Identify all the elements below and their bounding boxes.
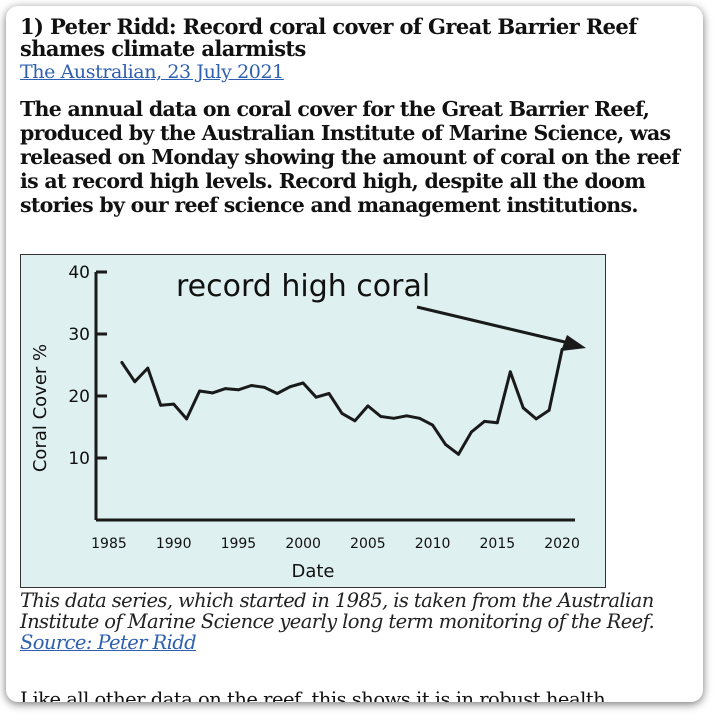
data-point bbox=[211, 391, 214, 395]
data-point bbox=[224, 387, 227, 390]
data-points bbox=[120, 348, 564, 456]
x-tick-label: 1985 bbox=[91, 536, 127, 552]
article-body: 1) Peter Ridd: Record coral cover of Gre… bbox=[20, 14, 692, 702]
arrow-head-icon bbox=[561, 335, 586, 351]
data-point bbox=[457, 452, 460, 456]
data-point bbox=[444, 443, 447, 446]
lead-paragraph: The annual data on coral cover for the G… bbox=[20, 97, 680, 217]
data-point bbox=[340, 412, 344, 415]
chart-svg: 10 20 30 40 1985 1990 1995 2000 2005 2010 2015 202… bbox=[30, 263, 586, 582]
data-point bbox=[198, 389, 202, 393]
data-point bbox=[521, 406, 525, 410]
data-point bbox=[418, 416, 421, 420]
y-tick-label: 10 bbox=[68, 449, 90, 469]
data-point bbox=[508, 370, 512, 374]
data-point bbox=[431, 423, 434, 427]
article-title: 1) Peter Ridd: Record coral cover of Gre… bbox=[20, 14, 637, 61]
y-ticks: 10 20 30 40 bbox=[68, 263, 107, 469]
x-axis-label: Date bbox=[291, 561, 334, 582]
data-point bbox=[159, 403, 163, 407]
y-tick-label: 30 bbox=[68, 325, 90, 345]
article-card: 1) Peter Ridd: Record coral cover of Gre… bbox=[6, 6, 703, 702]
x-tick-label: 2000 bbox=[285, 536, 321, 552]
chart-annotation: record high coral bbox=[176, 269, 430, 304]
data-point bbox=[288, 385, 292, 389]
data-point bbox=[366, 404, 370, 408]
y-tick-label: 40 bbox=[68, 263, 90, 283]
coral-cover-chart: 10 20 30 40 1985 1990 1995 2000 2005 2010 2015 202… bbox=[20, 254, 606, 588]
y-tick-label: 20 bbox=[68, 387, 90, 407]
data-point bbox=[120, 361, 124, 364]
data-point bbox=[547, 408, 551, 412]
data-point bbox=[237, 388, 240, 392]
data-point bbox=[250, 384, 253, 387]
data-point bbox=[379, 415, 383, 418]
caption-source-link[interactable]: Source: Peter Ridd bbox=[20, 631, 197, 654]
x-tick-label: 1995 bbox=[221, 536, 257, 552]
data-point bbox=[301, 381, 305, 385]
data-point bbox=[483, 420, 486, 423]
source-link[interactable]: The Australian, 23 July 2021 bbox=[20, 61, 284, 83]
caption-text: This data series, which started in 1985,… bbox=[20, 589, 655, 633]
x-tick-label: 2015 bbox=[480, 536, 516, 552]
data-point bbox=[262, 385, 266, 389]
data-point bbox=[353, 419, 357, 423]
x-tick-label: 2020 bbox=[544, 536, 580, 552]
annotation-arrow bbox=[416, 305, 570, 345]
x-ticks: 1985 1990 1995 2000 2005 2010 2015 2020 bbox=[91, 536, 580, 552]
data-point bbox=[470, 430, 473, 434]
data-point bbox=[275, 392, 279, 395]
data-point bbox=[392, 416, 396, 420]
coral-cover-line bbox=[120, 348, 564, 456]
closing-paragraph: Like all other data on the reef, this sh… bbox=[20, 688, 611, 703]
y-axis-label: Coral Cover % bbox=[30, 344, 51, 472]
x-tick-label: 1990 bbox=[156, 536, 192, 552]
x-tick-label: 2010 bbox=[415, 536, 451, 552]
data-point bbox=[495, 421, 499, 425]
data-point bbox=[133, 380, 137, 384]
data-point bbox=[534, 417, 538, 421]
data-point bbox=[146, 366, 150, 370]
chart-caption: This data series, which started in 1985,… bbox=[20, 590, 700, 653]
x-tick-label: 2005 bbox=[350, 536, 386, 552]
data-point bbox=[327, 392, 331, 395]
data-point bbox=[314, 395, 318, 399]
data-point bbox=[405, 414, 409, 418]
data-point bbox=[185, 417, 189, 421]
data-point bbox=[172, 402, 176, 406]
